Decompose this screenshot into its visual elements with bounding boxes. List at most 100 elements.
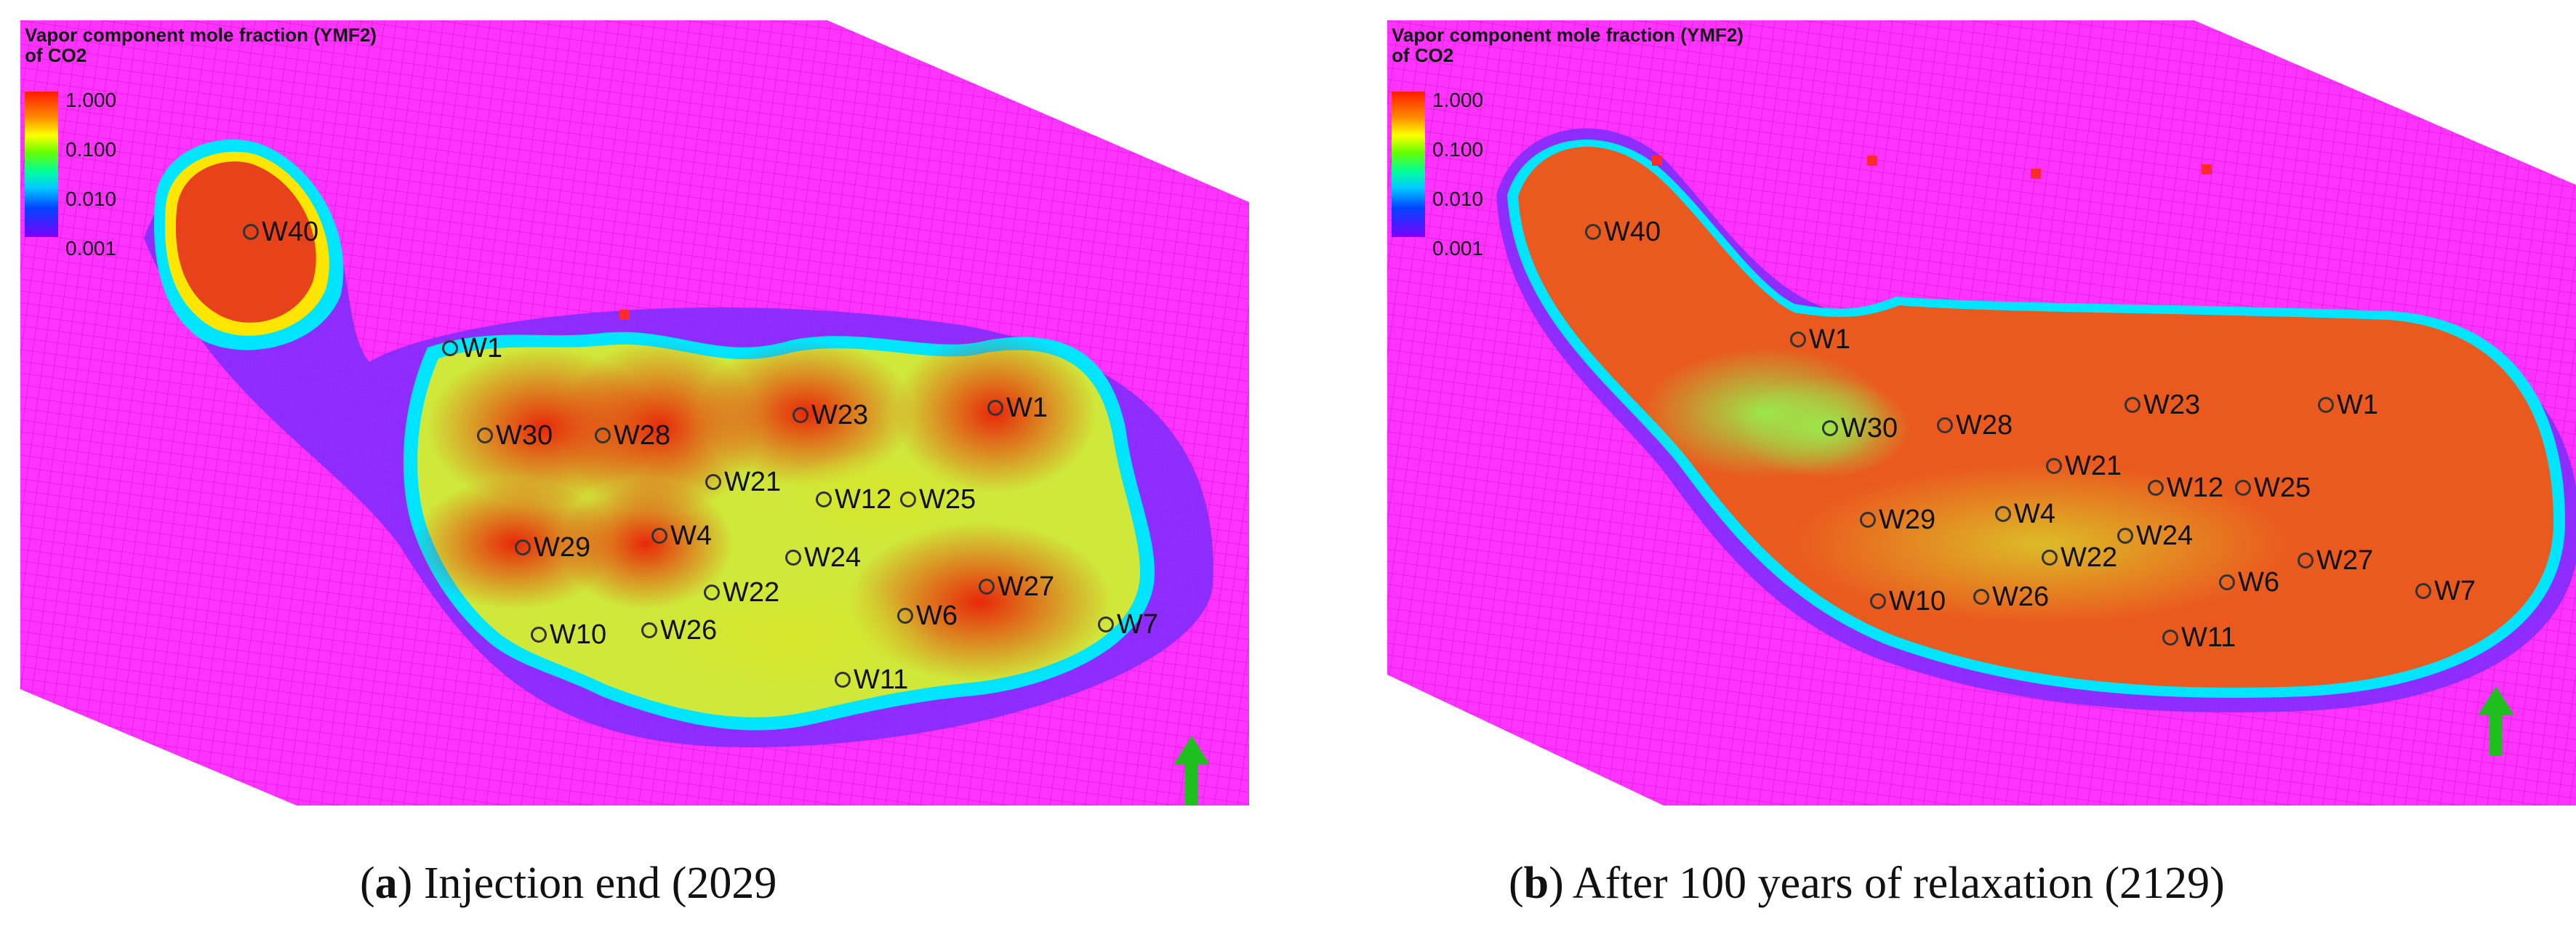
well-label: W7 — [2434, 576, 2476, 606]
well-icon — [2148, 480, 2164, 496]
well-icon — [1098, 616, 1114, 632]
well-marker: W10 — [531, 621, 606, 648]
well-icon — [1585, 224, 1601, 240]
caption-a: (a) Injection end (2029 — [360, 859, 777, 908]
well-icon — [2117, 528, 2133, 544]
caption-text: After 100 years of relaxation (2129) — [1572, 859, 2225, 908]
well-icon — [1973, 589, 1989, 605]
well-label: W29 — [1879, 505, 1936, 535]
well-marker: W24 — [785, 544, 861, 571]
well-icon — [705, 474, 721, 490]
well-label: W21 — [724, 467, 782, 497]
well-icon — [1937, 417, 1953, 433]
well-icon — [897, 608, 913, 624]
map-panel-b: Vapor component mole fraction (YMF2) of … — [1387, 20, 2576, 806]
well-label: W1 — [461, 333, 502, 363]
well-icon — [704, 585, 720, 600]
caption-text: Injection end (2029 — [423, 859, 777, 908]
well-label: W1 — [1006, 393, 1048, 423]
well-label: W25 — [2254, 473, 2311, 503]
well-icon — [1790, 332, 1806, 348]
well-icon — [2298, 553, 2314, 569]
well-label: W27 — [2316, 545, 2374, 576]
well-marker: W26 — [641, 616, 717, 644]
well-marker: W22 — [2042, 544, 2117, 571]
well-marker: W10 — [1870, 587, 1946, 615]
well-label: W12 — [835, 484, 892, 515]
well-marker: W1 — [442, 334, 502, 362]
well-label: W26 — [1992, 582, 2050, 612]
well-marker: W27 — [979, 573, 1054, 600]
legend-tick: 0.010 — [65, 188, 117, 210]
legend-title-line2: of CO2 — [1392, 44, 1454, 66]
well-marker: W21 — [2046, 452, 2122, 480]
well-label: W21 — [2065, 451, 2122, 481]
well-marker: W12 — [816, 486, 891, 513]
well-label: W4 — [670, 521, 712, 551]
well-icon — [477, 427, 493, 443]
legend-color-bar — [1392, 92, 1425, 237]
well-marker: W11 — [835, 666, 908, 694]
well-icon — [785, 550, 801, 566]
well-icon — [1860, 512, 1876, 528]
well-marker: W22 — [704, 579, 779, 606]
well-label: W30 — [496, 420, 553, 451]
well-icon — [243, 224, 259, 240]
well-marker: W4 — [1995, 500, 2055, 528]
well-icon — [651, 528, 667, 544]
north-arrow-icon — [2478, 686, 2514, 756]
well-marker: W26 — [1973, 583, 2049, 611]
well-icon — [987, 400, 1003, 416]
well-label: W23 — [2143, 390, 2201, 420]
well-marker: W21 — [705, 468, 781, 496]
well-marker: W40 — [1585, 218, 1661, 246]
well-marker: W28 — [595, 422, 670, 449]
well-marker: W4 — [651, 522, 712, 550]
well-label: W26 — [660, 615, 718, 646]
legend-color-bar — [25, 92, 58, 237]
well-label: W12 — [2167, 473, 2224, 503]
well-label: W40 — [262, 217, 319, 247]
well-label: W28 — [614, 420, 671, 451]
legend-tick: 0.100 — [65, 138, 117, 161]
well-icon — [816, 491, 832, 507]
well-marker: W12 — [2148, 474, 2223, 502]
well-label: W28 — [1956, 410, 2013, 441]
legend-title: Vapor component mole fraction (YMF2) of … — [25, 25, 377, 65]
well-label: W4 — [2014, 499, 2055, 529]
well-icon — [2162, 630, 2178, 646]
well-marker: W27 — [2298, 547, 2373, 574]
well-marker: W30 — [477, 422, 553, 449]
well-icon — [595, 427, 611, 443]
well-icon — [1995, 506, 2011, 522]
well-icon — [1822, 420, 1838, 436]
well-label: W1 — [2337, 390, 2378, 420]
well-marker: W23 — [793, 401, 868, 429]
well-icon — [1870, 593, 1886, 609]
well-marker: W7 — [1098, 611, 1158, 638]
legend-title-line2: of CO2 — [25, 44, 87, 66]
well-marker: W23 — [2124, 391, 2200, 419]
well-label: W6 — [916, 600, 958, 631]
legend-title-line1: Vapor component mole fraction (YMF2) — [1392, 24, 1744, 46]
legend-tick: 0.001 — [1432, 237, 1484, 260]
plume-map-a — [20, 20, 1249, 806]
well-marker: W29 — [515, 534, 590, 561]
well-label: W23 — [811, 400, 869, 430]
well-label: W24 — [804, 542, 862, 573]
well-icon — [2318, 397, 2334, 413]
well-label: W22 — [2061, 542, 2118, 573]
legend-tick: 0.010 — [1432, 188, 1484, 210]
well-marker: W6 — [2219, 569, 2279, 596]
well-icon — [515, 539, 531, 555]
well-icon — [2415, 583, 2431, 599]
well-icon — [2235, 480, 2251, 496]
legend-tick: 0.001 — [65, 237, 117, 260]
well-label: W6 — [2238, 567, 2279, 598]
well-marker: W7 — [2415, 577, 2476, 605]
well-label: W7 — [1117, 609, 1158, 640]
caption-b: (b) After 100 years of relaxation (2129) — [1509, 859, 2225, 908]
map-panel-a: Vapor component mole fraction (YMF2) of … — [20, 20, 1249, 806]
well-icon — [442, 340, 458, 356]
well-icon — [2124, 397, 2140, 413]
